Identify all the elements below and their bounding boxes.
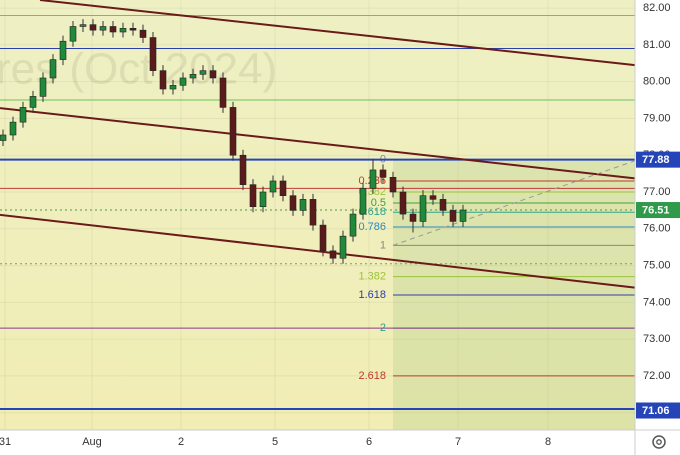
y-tick-label: 76.00 (643, 223, 671, 235)
fib-label: 1.382 (358, 271, 386, 283)
candle-body (209, 70, 217, 79)
price-label-bg (636, 402, 680, 419)
trend-line (392, 160, 636, 246)
candle-body (169, 85, 177, 90)
candle-body (349, 213, 357, 237)
candle-body (289, 195, 297, 211)
candle-body (389, 176, 397, 193)
candle-body (459, 209, 467, 222)
y-tick-label: 75.00 (643, 259, 671, 271)
candle-body (39, 77, 47, 97)
trend-line (0, 107, 636, 180)
candle-body (49, 59, 57, 79)
candle-body (399, 191, 407, 215)
x-tick-label: Aug (82, 436, 102, 448)
y-tick-label: 80.00 (643, 76, 671, 88)
candle-body (129, 28, 137, 31)
candle-body (139, 29, 147, 38)
candle-body (219, 77, 227, 108)
x-tick-label: 2 (178, 436, 184, 448)
candle-body (59, 40, 67, 60)
price-label-bg (636, 151, 680, 168)
candle-body (99, 26, 107, 31)
candle-body (299, 199, 307, 211)
candle-body (439, 199, 447, 211)
candle-body (229, 107, 237, 156)
x-tick-label: 6 (366, 436, 372, 448)
candle-body (0, 134, 7, 141)
candle-body (259, 191, 267, 208)
candle-body (329, 250, 337, 259)
x-tick-label: 31 (0, 436, 11, 448)
candle-body (179, 77, 187, 86)
trend-line (39, 0, 636, 67)
candle-body (29, 96, 37, 108)
candle-body (149, 37, 157, 71)
price-label: 77.88 (642, 154, 670, 166)
candle-body (249, 184, 257, 208)
candle-body (159, 70, 167, 90)
candle-body (199, 70, 207, 75)
candle-body (269, 180, 277, 193)
price-label-bg (636, 202, 680, 219)
candle-body (319, 224, 327, 252)
y-tick-label: 74.00 (643, 296, 671, 308)
candle-body (339, 235, 347, 259)
candle-body (69, 26, 77, 42)
candle-body (449, 210, 457, 222)
candle-body (79, 24, 87, 27)
plot-background (0, 0, 635, 430)
x-tick-label: 7 (455, 436, 461, 448)
candle-body (109, 26, 117, 33)
candle-body (369, 169, 377, 189)
price-label: 76.51 (642, 204, 670, 216)
candle-body (359, 188, 367, 215)
candle-body (19, 107, 27, 123)
candle-body (189, 74, 197, 79)
y-tick-label: 81.00 (643, 39, 671, 51)
price-label: 71.06 (642, 405, 670, 417)
candle-body (309, 199, 317, 226)
fib-label: 1.618 (358, 289, 386, 301)
candle-body (9, 121, 17, 136)
fib-label: 0.786 (358, 221, 386, 233)
fib-label: 2.618 (358, 370, 386, 382)
candle-body (239, 154, 247, 185)
candle-body (119, 28, 127, 33)
x-tick-label: 8 (545, 436, 551, 448)
trend-line (0, 213, 636, 289)
x-tick-label: 5 (272, 436, 278, 448)
candle-body (89, 24, 97, 31)
y-tick-label: 72.00 (643, 370, 671, 382)
candle-body (429, 195, 437, 200)
candle-body (279, 180, 287, 196)
candle-body (409, 213, 417, 222)
candle-body (379, 169, 387, 178)
y-tick-label: 77.00 (643, 186, 671, 198)
y-tick-label: 79.00 (643, 112, 671, 124)
candle-body (419, 195, 427, 222)
fib-label: 0.5 (371, 197, 386, 209)
settings-icon[interactable] (652, 435, 666, 449)
fib-label: 1 (380, 239, 386, 251)
y-tick-label: 82.00 (643, 2, 671, 14)
y-tick-label: 73.00 (643, 333, 671, 345)
